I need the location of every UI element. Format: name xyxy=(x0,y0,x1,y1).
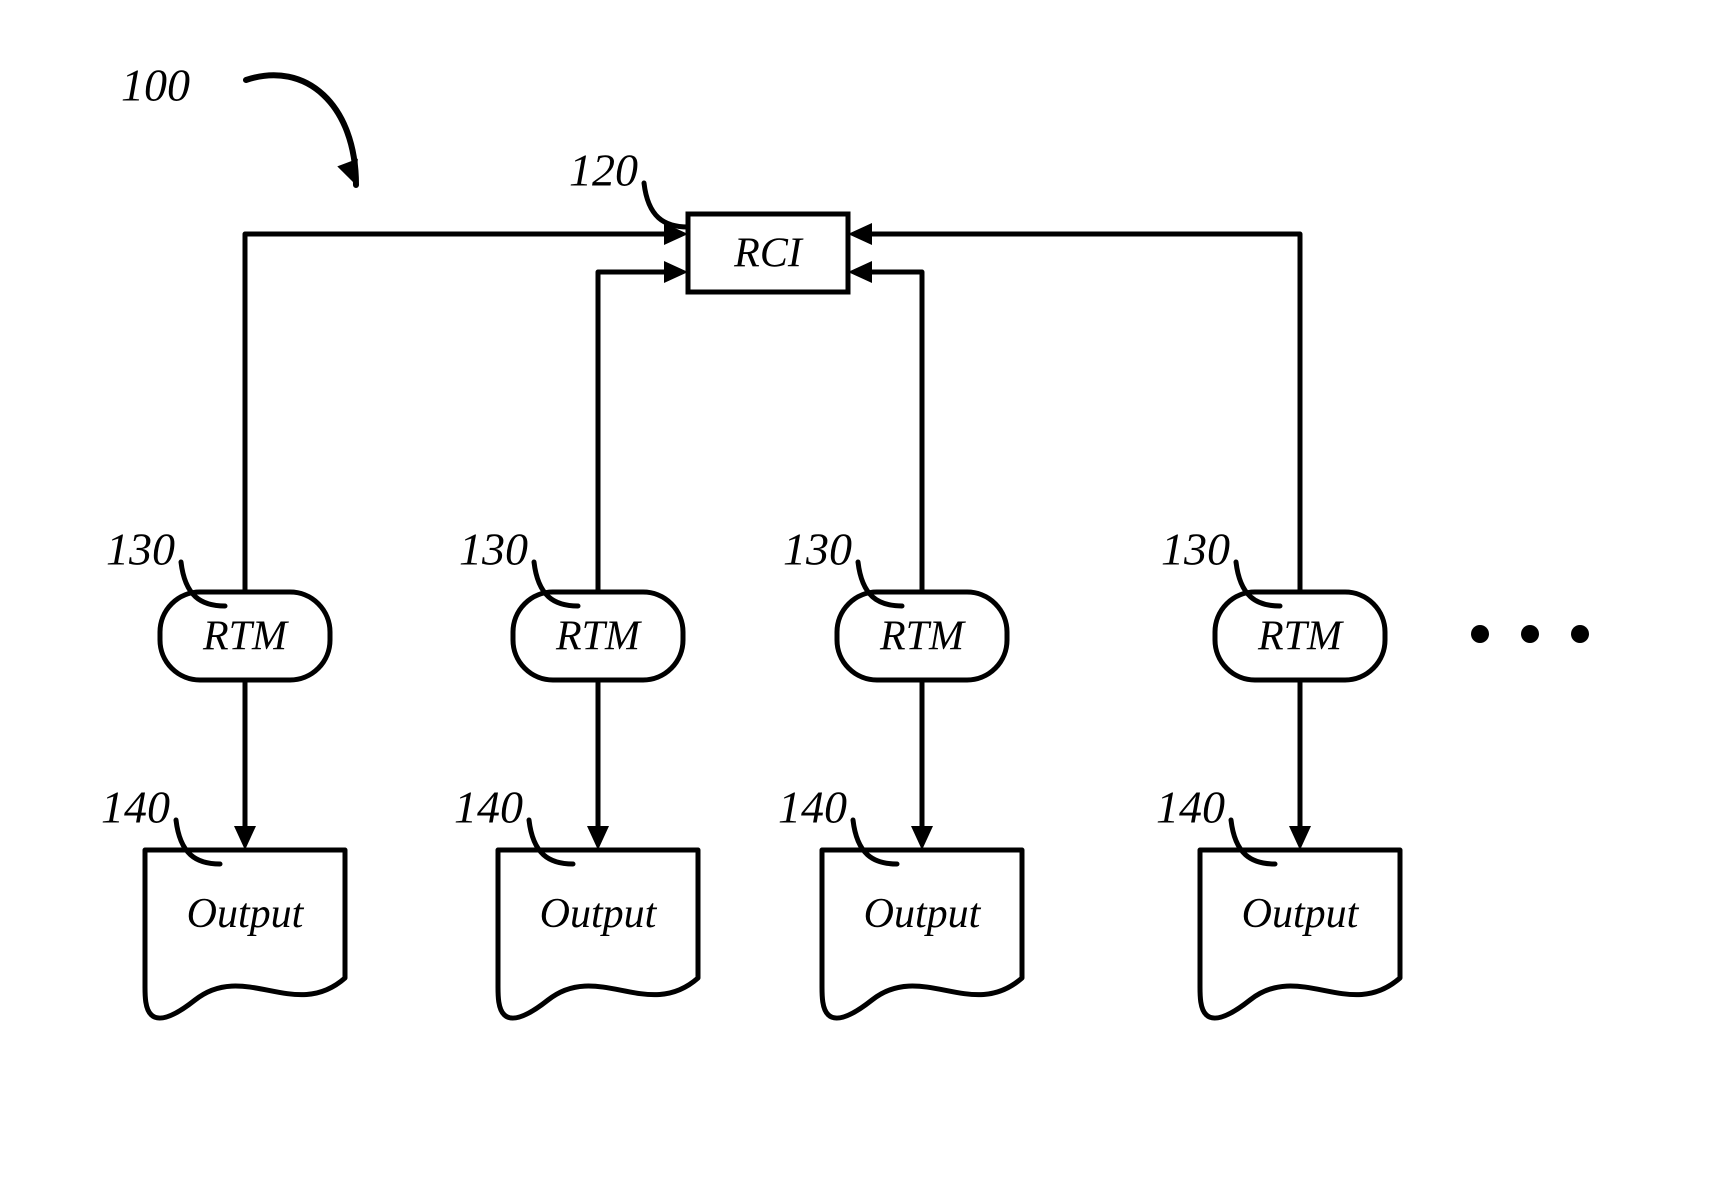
rtm-ref-label: 130 xyxy=(1161,524,1230,575)
rtm-label: RTM xyxy=(879,614,966,660)
ellipsis-dot xyxy=(1571,625,1589,643)
output-ref-label: 140 xyxy=(454,782,523,833)
ellipsis-dot xyxy=(1521,625,1539,643)
rtm-ref-label: 130 xyxy=(459,524,528,575)
output-ref-label: 140 xyxy=(778,782,847,833)
output-label: Output xyxy=(540,891,658,937)
output-ref-label: 140 xyxy=(1156,782,1225,833)
figure-ref-label: 100 xyxy=(121,60,190,111)
ellipsis-dot xyxy=(1471,625,1489,643)
rtm-label: RTM xyxy=(1257,614,1344,660)
rtm-ref-label: 130 xyxy=(783,524,852,575)
output-ref-label: 140 xyxy=(101,782,170,833)
rtm-label: RTM xyxy=(202,614,289,660)
output-label: Output xyxy=(1242,891,1360,937)
output-label: Output xyxy=(187,891,305,937)
output-label: Output xyxy=(864,891,982,937)
rtm-label: RTM xyxy=(555,614,642,660)
rtm-ref-label: 130 xyxy=(106,524,175,575)
rci-label: RCI xyxy=(733,231,804,277)
rci-ref-label: 120 xyxy=(569,145,638,196)
